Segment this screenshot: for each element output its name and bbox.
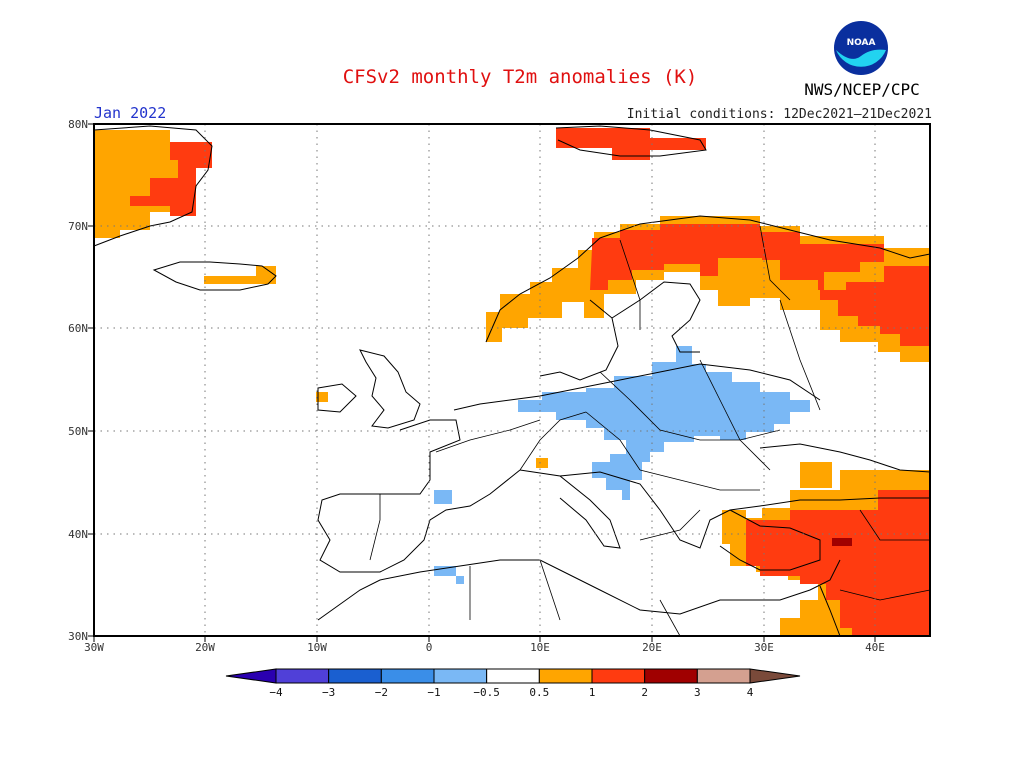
map-frame	[93, 123, 931, 637]
anomaly-region-algeria-cold	[434, 566, 464, 584]
colorbar-segment	[380, 668, 435, 684]
colorbar-label: 0.5	[529, 686, 550, 699]
colorbar-segment	[328, 668, 382, 684]
lon-label-30w: 30W	[84, 641, 104, 654]
lon-label-20w: 20W	[195, 641, 215, 654]
colorbar-label: 3	[694, 686, 701, 699]
anomaly-region-iceland-warm	[204, 266, 276, 284]
colorbar-segment-min	[225, 668, 277, 684]
colorbar-label: −4	[269, 686, 283, 699]
anomaly-region-spain-cold	[434, 490, 452, 504]
lat-label-70n: 70N	[68, 220, 88, 233]
graticule	[94, 124, 930, 636]
anomaly-region-alps-warm	[536, 458, 548, 468]
lat-label-50n: 50N	[68, 425, 88, 438]
lat-label-40n: 40N	[68, 528, 88, 541]
lon-label-0: 0	[425, 641, 433, 654]
lat-label-60n: 60N	[68, 322, 88, 335]
anomaly-region-crimea-warm	[800, 462, 832, 488]
colorbar-label: 1	[588, 686, 596, 699]
chart-title: CFSv2 monthly T2m anomalies (K)	[342, 66, 698, 88]
anomaly-region-greenland-hot	[130, 142, 212, 216]
lon-label-20e: 20E	[642, 641, 662, 654]
lon-label-10e: 10E	[530, 641, 550, 654]
colorbar-label: −1	[427, 686, 441, 699]
axis-ticks	[88, 123, 876, 642]
lat-label-30n: 30N	[68, 630, 88, 643]
anomaly-region-scandinavia-hot	[590, 224, 930, 346]
lon-label-10w: 10W	[307, 641, 327, 654]
lon-label-40e: 40E	[865, 641, 885, 654]
colorbar-label: −2	[374, 686, 388, 699]
colorbar-label: −3	[322, 686, 336, 699]
initial-conditions: Initial conditions: 12Dec2021–21Dec2021	[626, 107, 932, 122]
forecast-period: Jan 2022	[94, 104, 167, 122]
colorbar-segment	[538, 668, 593, 684]
anomaly-region-russia-hot-spot	[762, 260, 818, 296]
lon-label-30e: 30E	[754, 641, 774, 654]
svg-text:NOAA: NOAA	[847, 38, 876, 48]
colorbar-segment	[644, 668, 698, 684]
colorbar-label: 4	[746, 686, 754, 699]
colorbar-segment	[433, 668, 488, 684]
colorbar-segment	[696, 668, 751, 684]
anomaly-region-ireland-warm	[316, 392, 328, 402]
anomaly-regions	[94, 128, 930, 636]
colorbar-segment-max	[749, 668, 801, 684]
colorbar-label: 2	[641, 686, 648, 699]
anomaly-region-central-europe-cold	[518, 346, 810, 500]
colorbar-segment	[486, 668, 540, 684]
anomaly-region-svalbard-hot	[556, 128, 706, 160]
noaa-logo-icon: NOAA	[834, 21, 888, 75]
anomaly-region-syria-hotspot	[832, 538, 852, 546]
agency-label: NWS/NCEP/CPC	[804, 80, 920, 99]
colorbar-label: −0.5	[473, 686, 500, 699]
country-borders	[369, 225, 931, 637]
lat-label-80n: 80N	[68, 118, 88, 131]
colorbar-segment	[591, 668, 646, 684]
colorbar-segment	[275, 668, 330, 684]
